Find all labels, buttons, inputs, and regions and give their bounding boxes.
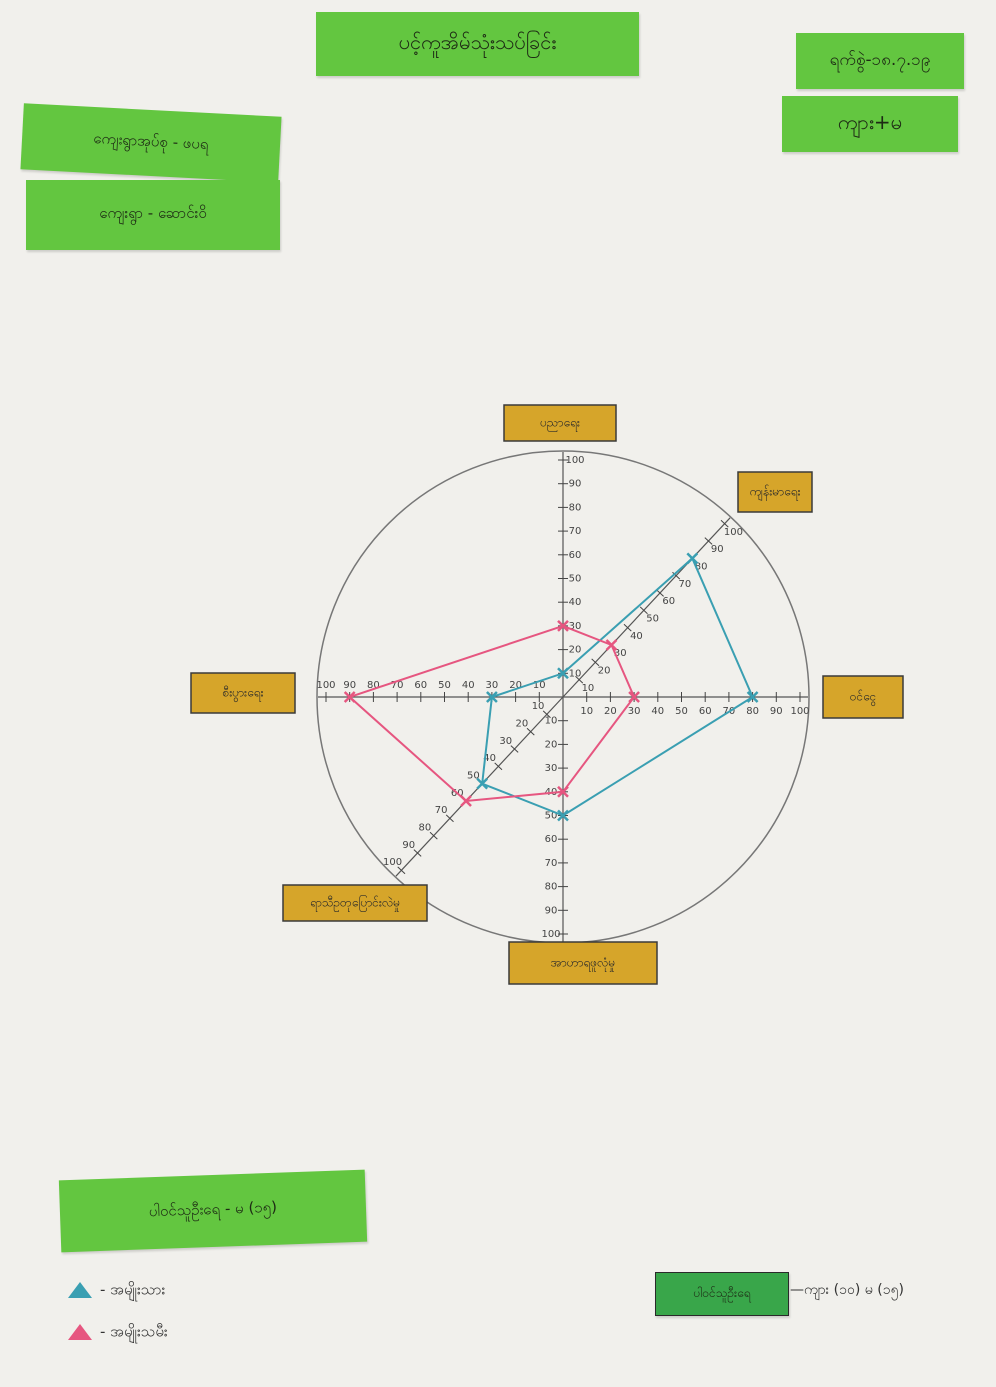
tick-label: 20	[598, 666, 611, 677]
tick-label: 80	[746, 706, 759, 717]
tick-label: 100	[724, 527, 743, 538]
legend-marker	[68, 1324, 92, 1340]
tick-label: 100	[316, 680, 335, 691]
legend-label: - အမျိုးသား	[100, 1281, 166, 1302]
tick-label: 40	[630, 631, 643, 642]
tick-label: 20	[604, 706, 617, 717]
tick-label: 90	[402, 840, 415, 851]
tick-label: 20	[516, 718, 529, 729]
tick-label: 100	[383, 857, 402, 868]
tick-label: 20	[569, 645, 582, 656]
tick-label: 60	[662, 596, 675, 607]
tick-label: 40	[569, 597, 582, 608]
tick-label: 20	[545, 739, 558, 750]
participants-left: ပါဝင်သူဦးရေ - မ (၁၅)	[59, 1170, 367, 1253]
tick-label: 100	[565, 455, 584, 466]
tick-label: 50	[569, 574, 582, 585]
tick-label: 30	[486, 680, 499, 691]
tick-label: 60	[569, 550, 582, 561]
tick-label: 90	[770, 706, 783, 717]
tick-label: 10	[580, 706, 593, 717]
tick-label: 50	[438, 680, 451, 691]
participants-label: ပါဝင်သူဦးရေ	[655, 1272, 789, 1316]
tick-label: 10	[569, 668, 582, 679]
tick-label: 50	[646, 614, 659, 625]
data-point	[687, 553, 697, 563]
tick-label: 10	[532, 701, 545, 712]
tick-label: 50	[675, 706, 688, 717]
tick-label: 90	[343, 680, 356, 691]
tick-label: 40	[651, 706, 664, 717]
tick-label: 90	[569, 479, 582, 490]
legend-marker	[68, 1282, 92, 1298]
tick-label: 90	[711, 544, 724, 555]
tick-label: 80	[569, 502, 582, 513]
data-point	[606, 640, 616, 650]
tick-label: 30	[545, 763, 558, 774]
tick-label: 80	[419, 822, 432, 833]
tick-label: 100	[790, 706, 809, 717]
tick-label: 30	[499, 736, 512, 747]
tick-label: 70	[545, 858, 558, 869]
tick-label: 60	[545, 834, 558, 845]
tick-label: 40	[462, 680, 475, 691]
tick-label: 60	[699, 706, 712, 717]
participants-right: —ကျား (၁၀) မ (၁၅)	[790, 1280, 904, 1301]
tick-label: 10	[545, 716, 558, 727]
tick-label: 60	[414, 680, 427, 691]
tick-label: 70	[569, 526, 582, 537]
tick-label: 70	[679, 579, 692, 590]
tick-label: 30	[628, 706, 641, 717]
tick-label: 90	[545, 905, 558, 916]
series-outline	[482, 558, 752, 815]
legend-label: - အမျိုးသမီး	[100, 1323, 168, 1344]
tick-label: 10	[582, 683, 595, 694]
tick-label: 80	[545, 882, 558, 893]
spoke	[563, 518, 730, 697]
tick-label: 100	[541, 929, 560, 940]
tick-label: 70	[435, 805, 448, 816]
page: ပင့်ကူအိမ်သုံးသပ်ခြင်း ရက်စွဲ-၁၈.၇.၁၉ ကျ…	[0, 0, 996, 1387]
